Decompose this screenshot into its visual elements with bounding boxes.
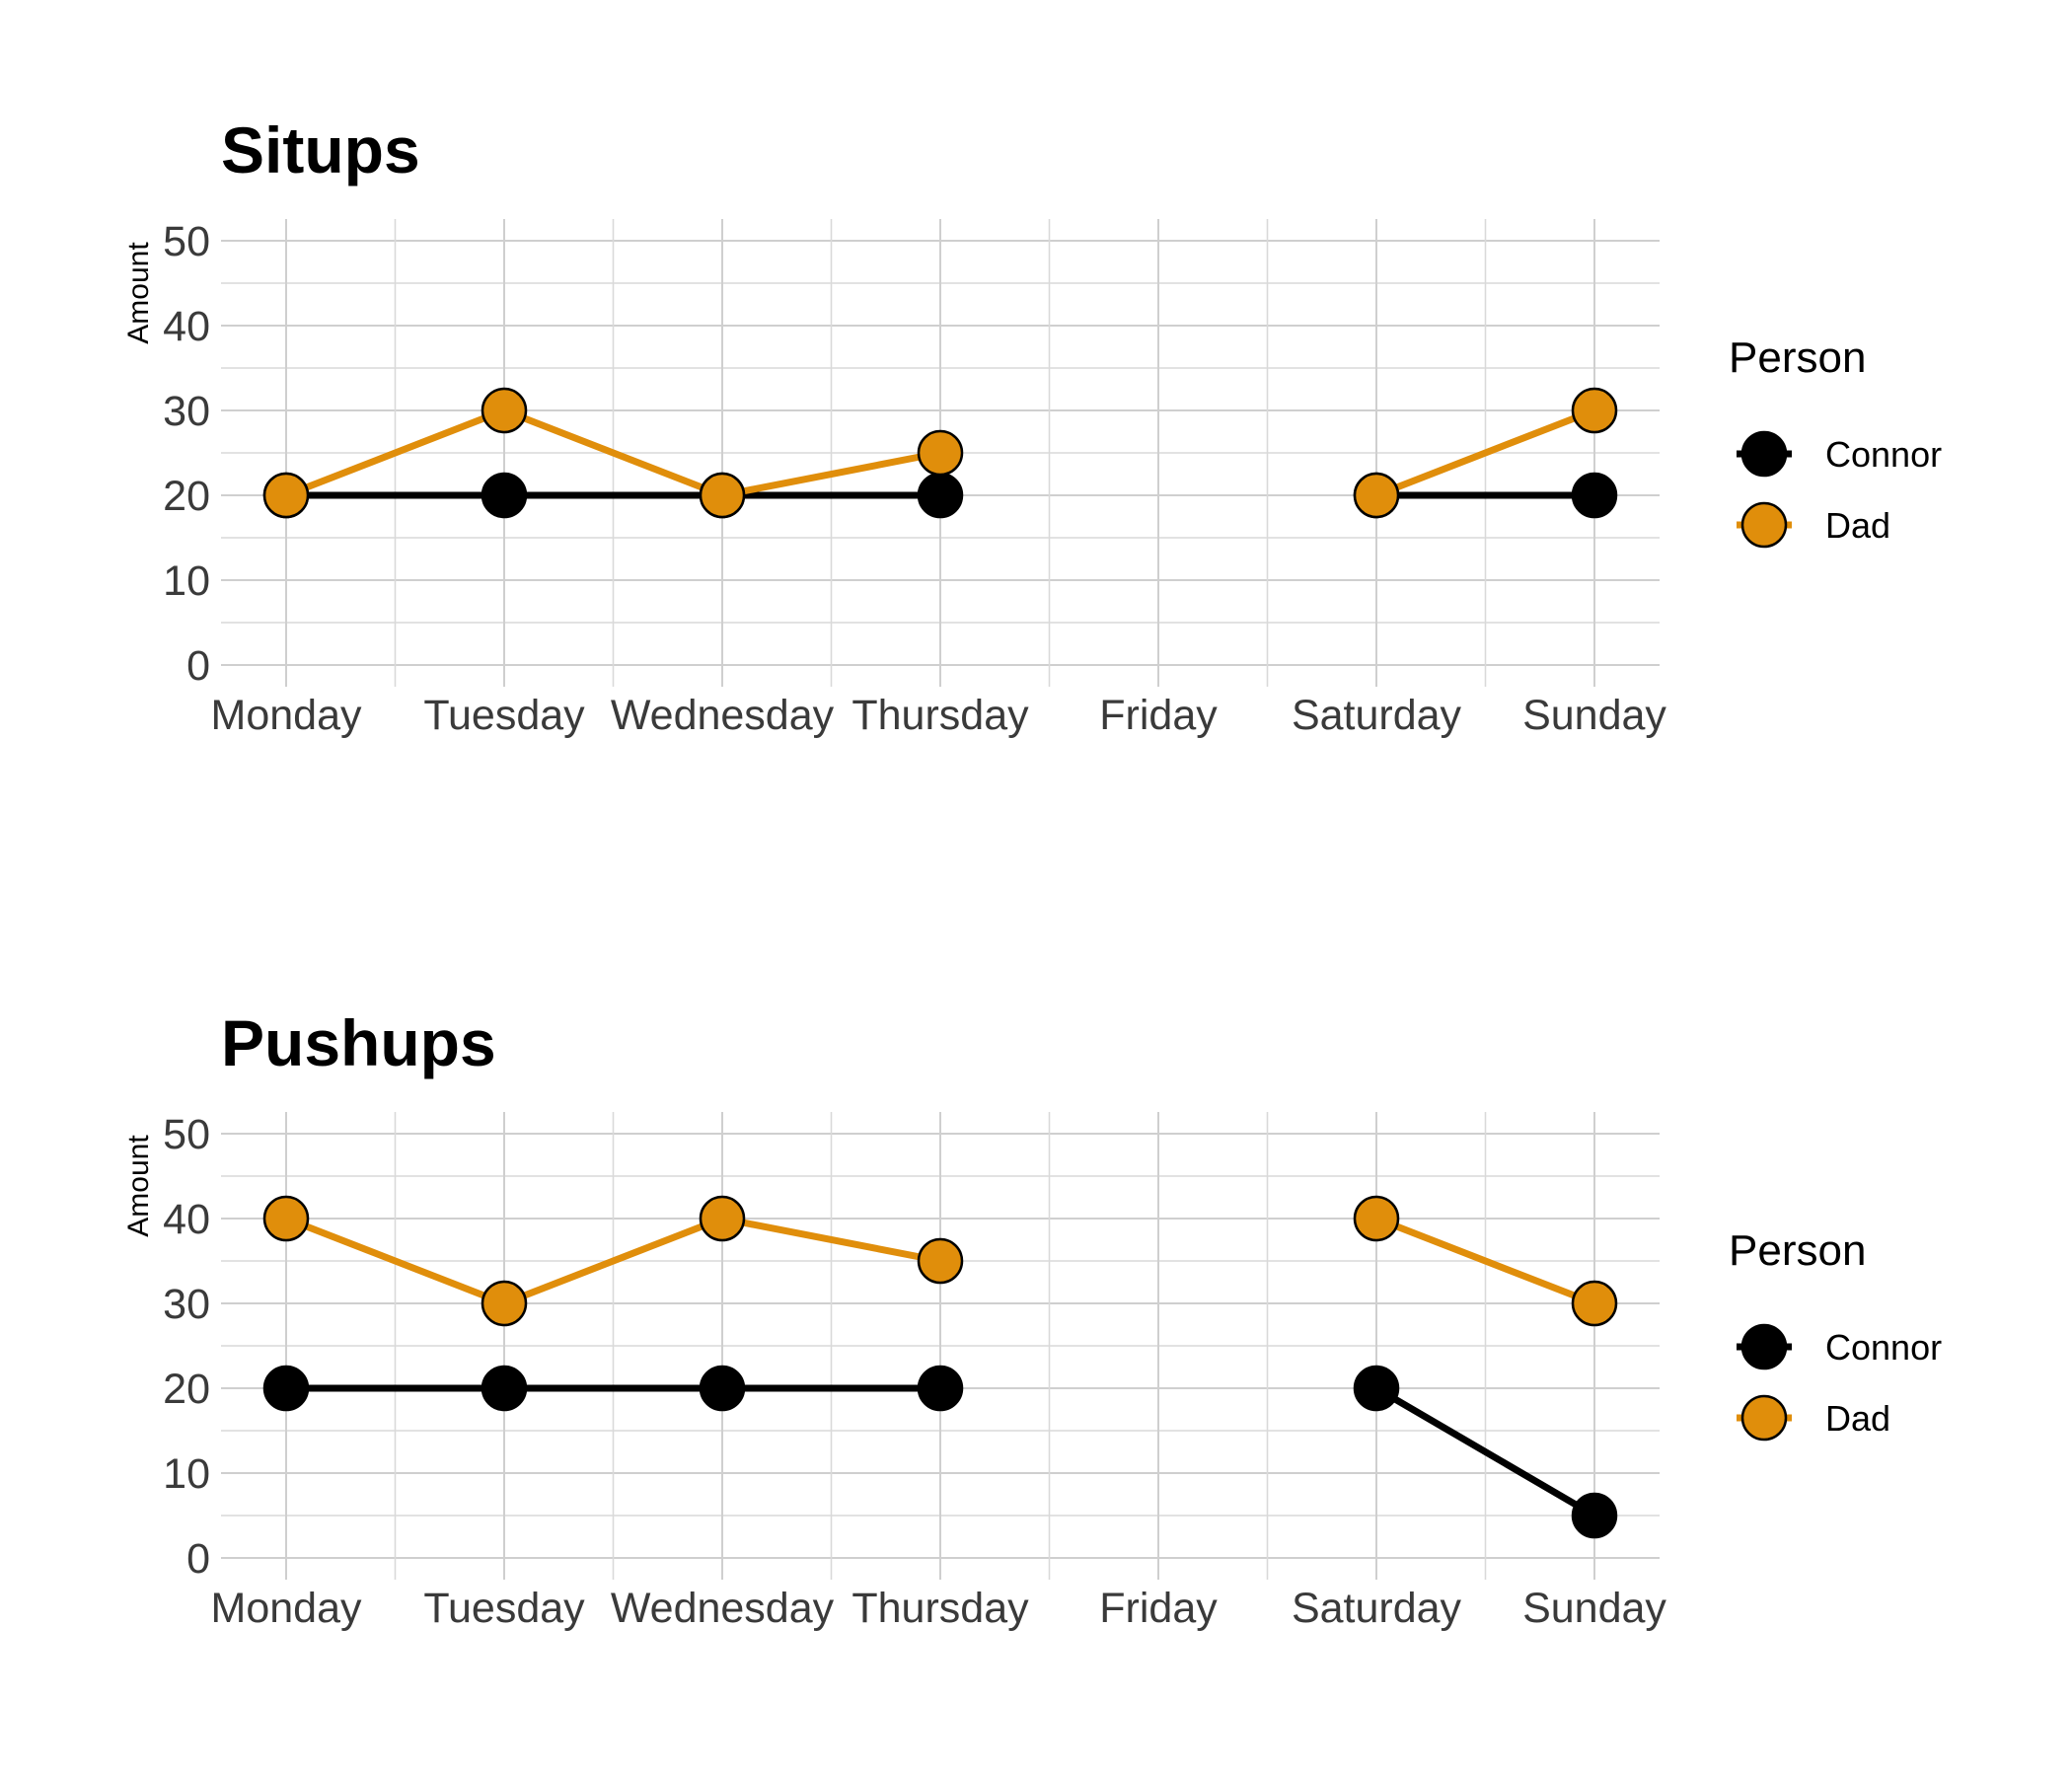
y-axis-title: Amount — [122, 242, 155, 344]
legend-key-dad — [1740, 501, 1788, 549]
y-tick-label: 40 — [163, 1196, 210, 1243]
legend-title: Person — [1729, 333, 1866, 382]
x-tick-label: Tuesday — [423, 1585, 585, 1632]
point-dad — [1353, 1195, 1400, 1242]
series-line-dad — [284, 407, 506, 499]
point-dad — [262, 472, 310, 519]
panel-title: Situps — [221, 113, 420, 186]
x-tick-label: Friday — [1099, 692, 1218, 739]
series-line-dad — [1374, 1215, 1596, 1307]
series-line-connor — [1374, 1384, 1596, 1519]
series-points — [262, 1195, 1618, 1539]
point-dad — [1571, 387, 1618, 434]
point-dad — [699, 1195, 746, 1242]
point-connor — [481, 1365, 528, 1412]
x-tick-label: Saturday — [1292, 1585, 1462, 1632]
point-dad — [917, 429, 964, 477]
series-line-dad — [721, 1215, 941, 1265]
x-tick-label: Wednesday — [611, 1585, 835, 1632]
point-dad — [699, 472, 746, 519]
y-tick-label: 0 — [186, 1535, 210, 1583]
series-points — [262, 387, 1618, 519]
y-axis-title: Amount — [122, 1135, 155, 1237]
panel-title: Pushups — [221, 1006, 496, 1079]
legend-key-connor — [1740, 1323, 1788, 1370]
legend-key-connor — [1740, 430, 1788, 478]
series-lines — [284, 407, 1596, 499]
point-connor — [917, 472, 964, 519]
point-connor — [699, 1365, 746, 1412]
series-line-dad — [1374, 407, 1596, 499]
x-tick-label: Thursday — [851, 692, 1029, 739]
legend-label-dad: Dad — [1825, 505, 1890, 546]
point-connor — [481, 472, 528, 519]
point-dad — [1353, 472, 1400, 519]
x-tick-label: Sunday — [1522, 1585, 1666, 1632]
x-tick-label: Friday — [1099, 1585, 1218, 1632]
x-tick-label: Wednesday — [611, 692, 835, 739]
point-dad — [917, 1237, 964, 1285]
legend-label-connor: Connor — [1825, 1327, 1942, 1368]
y-tick-label: 50 — [163, 218, 210, 265]
x-tick-label: Tuesday — [423, 692, 585, 739]
series-line-dad — [721, 449, 941, 499]
legend-key-dad — [1740, 1394, 1788, 1442]
y-tick-label: 20 — [163, 1366, 210, 1413]
point-dad — [481, 1280, 528, 1327]
y-tick-label: 20 — [163, 473, 210, 520]
point-dad — [1571, 1280, 1618, 1327]
x-tick-label: Thursday — [851, 1585, 1029, 1632]
y-tick-label: 30 — [163, 388, 210, 435]
x-tick-label: Monday — [211, 1585, 362, 1632]
y-tick-label: 0 — [186, 642, 210, 690]
x-tick-label: Monday — [211, 692, 362, 739]
gridlines — [221, 219, 1660, 687]
point-connor — [1571, 1492, 1618, 1539]
point-connor — [917, 1365, 964, 1412]
point-connor — [1353, 1365, 1400, 1412]
series-lines — [284, 1215, 1596, 1519]
point-dad — [262, 1195, 310, 1242]
point-connor — [262, 1365, 310, 1412]
y-tick-label: 30 — [163, 1281, 210, 1328]
y-tick-label: 50 — [163, 1111, 210, 1158]
legend-title: Person — [1729, 1226, 1866, 1275]
x-tick-label: Sunday — [1522, 692, 1666, 739]
point-dad — [481, 387, 528, 434]
series-line-dad — [284, 1215, 506, 1307]
legend: Person Connor Dad — [1729, 333, 1942, 549]
gridlines — [221, 1112, 1660, 1580]
point-connor — [1571, 472, 1618, 519]
y-tick-label: 10 — [163, 1450, 210, 1498]
series-line-dad — [502, 407, 724, 499]
series-line-dad — [502, 1215, 724, 1307]
legend-label-dad: Dad — [1825, 1398, 1890, 1439]
y-tick-label: 40 — [163, 303, 210, 350]
legend: Person Connor Dad — [1729, 1226, 1942, 1442]
x-tick-label: Saturday — [1292, 692, 1462, 739]
y-tick-label: 10 — [163, 557, 210, 605]
legend-label-connor: Connor — [1825, 434, 1942, 475]
